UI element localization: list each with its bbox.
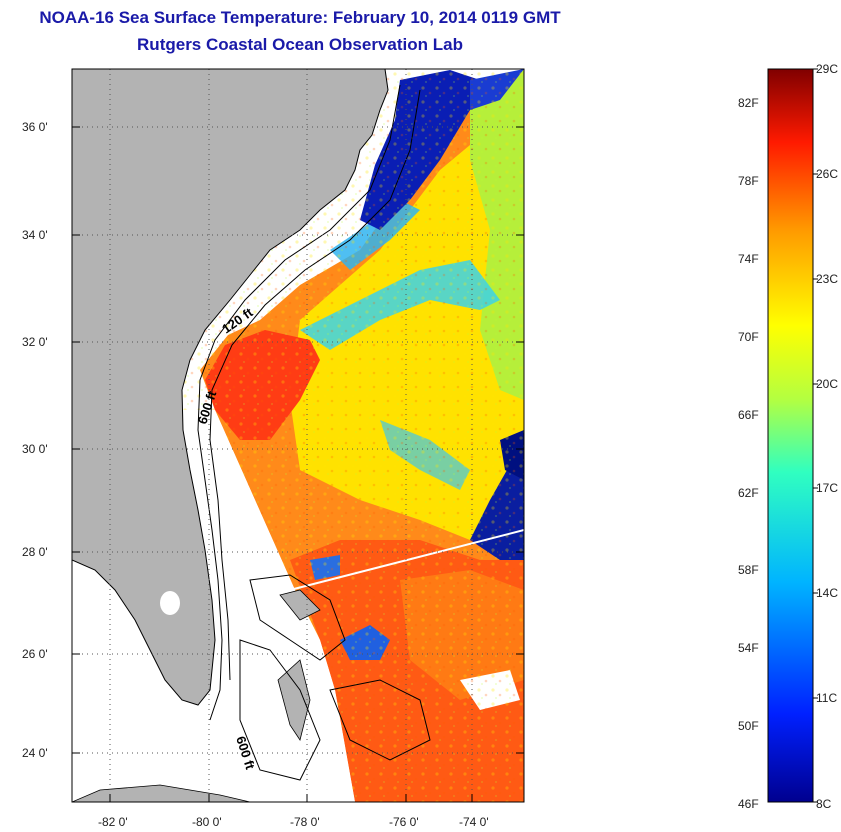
contour-600ft bbox=[209, 89, 421, 681]
colorbar-f-54: 54F bbox=[738, 641, 759, 655]
colorbar-f-50: 50F bbox=[738, 719, 759, 733]
colorbar-f-78: 78F bbox=[738, 174, 759, 188]
colorbar-c-17: 17C bbox=[816, 481, 839, 495]
lon-label-80: -80 0' bbox=[192, 815, 222, 829]
colorbar-f-74: 74F bbox=[738, 252, 759, 266]
colorbar-c-14: 14C bbox=[816, 586, 839, 600]
contour-120ft bbox=[197, 84, 401, 721]
bahamas-islands bbox=[277, 659, 311, 741]
colorbar-f-70: 70F bbox=[738, 330, 759, 344]
colorbar-c-23: 23C bbox=[816, 272, 839, 286]
colorbar-f-58: 58F bbox=[738, 563, 759, 577]
lat-label-30: 30 0' bbox=[22, 442, 48, 456]
us-landmass bbox=[72, 69, 389, 706]
lat-label-26: 26 0' bbox=[22, 647, 48, 661]
lon-label-74: -74 0' bbox=[459, 815, 489, 829]
lat-label-28: 28 0' bbox=[22, 545, 48, 559]
sst-colorbar bbox=[767, 68, 814, 803]
colorbar-c-11: 11C bbox=[816, 691, 838, 705]
map-title: NOAA-16 Sea Surface Temperature: Februar… bbox=[39, 8, 561, 27]
colorbar-c-8: 8C bbox=[816, 797, 832, 811]
lon-label-76: -76 0' bbox=[389, 815, 419, 829]
lat-label-36: 36 0' bbox=[22, 120, 48, 134]
lat-label-34: 34 0' bbox=[22, 228, 48, 242]
colorbar-f-62: 62F bbox=[738, 486, 759, 500]
colorbar-f-82: 82F bbox=[738, 96, 759, 110]
lat-label-32: 32 0' bbox=[22, 335, 48, 349]
lon-label-82: -82 0' bbox=[98, 815, 128, 829]
map-frame bbox=[71, 68, 525, 803]
lat-label-24: 24 0' bbox=[22, 746, 48, 760]
colorbar-f-46: 46F bbox=[738, 797, 759, 811]
colorbar-c-20: 20C bbox=[816, 377, 839, 391]
lon-label-78: -78 0' bbox=[290, 815, 320, 829]
colorbar-c-26: 26C bbox=[816, 167, 839, 181]
colorbar-c-29: 29C bbox=[816, 62, 839, 76]
map-subtitle: Rutgers Coastal Ocean Observation Lab bbox=[137, 35, 463, 54]
colorbar-f-66: 66F bbox=[738, 408, 759, 422]
